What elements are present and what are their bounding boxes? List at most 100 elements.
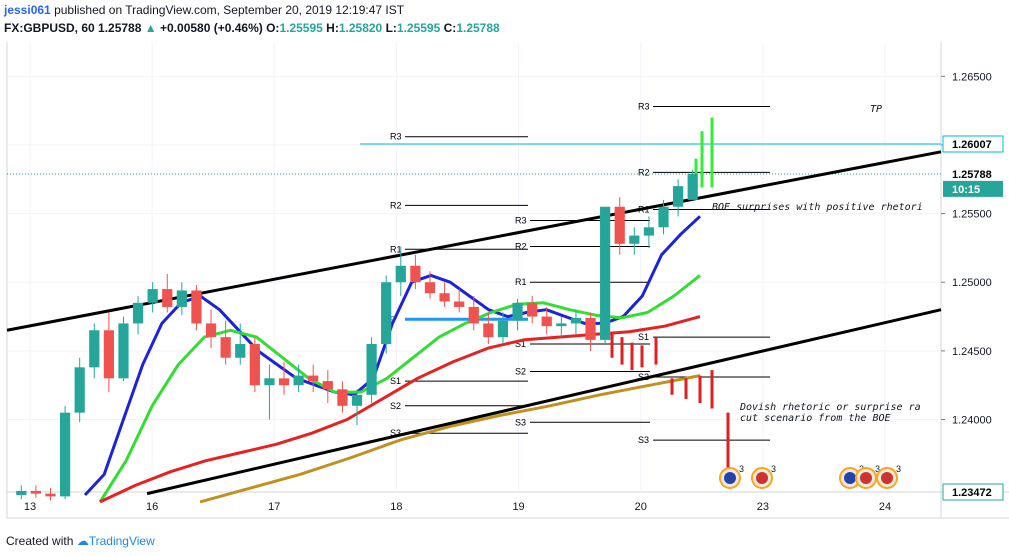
time-tick-label: 24 — [879, 501, 891, 513]
price-badge[interactable] — [942, 483, 1004, 501]
plot-area[interactable] — [7, 42, 941, 492]
publish-text: published on TradingView.com, September … — [54, 3, 405, 17]
annotations[interactable]: TP BOE surprises with positive rhetori Dov… — [712, 104, 923, 424]
created-with-text: Created with — [6, 534, 74, 548]
pivot-label: S1 — [638, 332, 649, 342]
candle-body — [337, 389, 348, 406]
event-markers[interactable]: 33333 — [719, 464, 901, 489]
publish-line: jessi061 published on TradingView.com, S… — [4, 3, 404, 17]
candle-body — [527, 302, 538, 317]
time-tick-label: 23 — [757, 501, 769, 513]
footer: Created with ☁TradingView — [6, 534, 155, 548]
chart-header: jessi061 published on TradingView.com, S… — [4, 3, 964, 39]
candle-body — [570, 317, 582, 324]
pivot-label: R2 — [515, 242, 527, 252]
flag-center-icon — [881, 472, 893, 484]
pivot-label: R2 — [638, 167, 650, 177]
candle-body — [643, 227, 655, 236]
candle-body — [147, 289, 158, 303]
candle-body — [235, 344, 246, 358]
time-axis[interactable]: 13 16 17 18 19 20 23 24 — [24, 501, 891, 513]
price-tick-label: 1.25000 — [952, 277, 992, 289]
candle-body — [687, 173, 698, 200]
candle-body — [512, 302, 523, 321]
open-value: 1.25595 — [279, 21, 323, 35]
time-tick-label: 17 — [268, 501, 280, 513]
pivot-label: S3 — [515, 417, 526, 427]
candle-body — [103, 330, 114, 379]
candle-body — [483, 323, 494, 338]
candle-body — [672, 186, 684, 207]
candle-body — [30, 490, 42, 494]
price-badge-label: 10:15 — [952, 184, 980, 196]
pivot-label: S3 — [638, 435, 649, 445]
candle-body — [278, 378, 290, 386]
price-badge[interactable] — [943, 180, 1003, 197]
candle-body — [614, 206, 625, 244]
candles — [16, 169, 698, 501]
candle-body — [59, 412, 71, 497]
price-tick-label: 1.24000 — [952, 415, 992, 427]
symbol-label[interactable]: FX:GBPUSD, 60 — [4, 21, 95, 35]
author-name[interactable]: jessi061 — [4, 3, 51, 17]
pivot-label: S3 — [390, 428, 401, 438]
candle-body — [600, 206, 611, 340]
candle-body — [176, 290, 187, 307]
time-tick-label: 16 — [146, 501, 158, 513]
change-value: +0.00580 (+0.46%) — [160, 21, 263, 35]
candle-body — [454, 301, 465, 307]
candle-body — [89, 330, 100, 368]
time-tick-label: 13 — [24, 501, 36, 513]
price-badge-label: 1.23472 — [952, 487, 992, 499]
pivot-label: R2 — [390, 200, 402, 210]
candle-body — [585, 317, 596, 340]
tradingview-logo-icon[interactable]: ☁ — [76, 534, 89, 548]
pivot-label: S2 — [515, 366, 526, 376]
candle-body — [424, 282, 436, 294]
price-badge-label: 1.26007 — [952, 139, 992, 151]
candle-body — [264, 378, 275, 386]
ma-line-ema_slow — [99, 315, 701, 504]
flag-center-icon — [860, 472, 872, 484]
high-value: 1.25820 — [338, 21, 383, 35]
candle-body — [395, 265, 406, 283]
pivot-label: S2 — [638, 372, 649, 382]
last-price: 1.25788 — [98, 21, 142, 35]
price-axis[interactable]: 1.265001.260001.255001.250001.245001.240… — [941, 71, 1004, 501]
candle-body — [351, 394, 363, 406]
pivot-label: R3 — [515, 215, 527, 225]
candle-body — [439, 293, 450, 302]
open-label: O: — [266, 21, 280, 35]
candle-body — [322, 381, 333, 390]
price-badge[interactable] — [943, 166, 1003, 183]
candle-body — [308, 375, 319, 382]
close-label: C: — [443, 21, 457, 35]
candle-body — [74, 367, 85, 413]
high-label: H: — [326, 21, 339, 35]
candle-body — [118, 323, 129, 379]
candle-body — [45, 493, 56, 497]
low-label: L: — [385, 21, 397, 35]
annotation-dovish-1: Dovish rhetoric or surprise ra — [739, 402, 921, 413]
candle-body — [556, 323, 567, 327]
tp-label: TP — [870, 104, 882, 115]
candle-body — [658, 206, 669, 228]
pivot-label: R1 — [515, 277, 527, 287]
pivot-label: R3 — [390, 132, 402, 142]
channel-line[interactable] — [146, 308, 942, 496]
candle-body — [629, 235, 640, 244]
moving-averages — [83, 215, 702, 504]
time-tick-label: 20 — [635, 501, 647, 513]
pivot-label: R3 — [638, 102, 650, 112]
candle-body — [16, 490, 27, 496]
candle-body — [497, 320, 509, 338]
pivot-label: S1 — [390, 376, 401, 386]
candle-body — [381, 282, 392, 345]
close-value: 1.25788 — [456, 21, 500, 35]
candle-body — [162, 289, 173, 307]
price-badge[interactable] — [942, 135, 1004, 153]
tradingview-brand[interactable]: TradingView — [88, 534, 155, 548]
time-tick-label: 19 — [512, 501, 524, 513]
event-count-badge: 3 — [771, 464, 776, 474]
